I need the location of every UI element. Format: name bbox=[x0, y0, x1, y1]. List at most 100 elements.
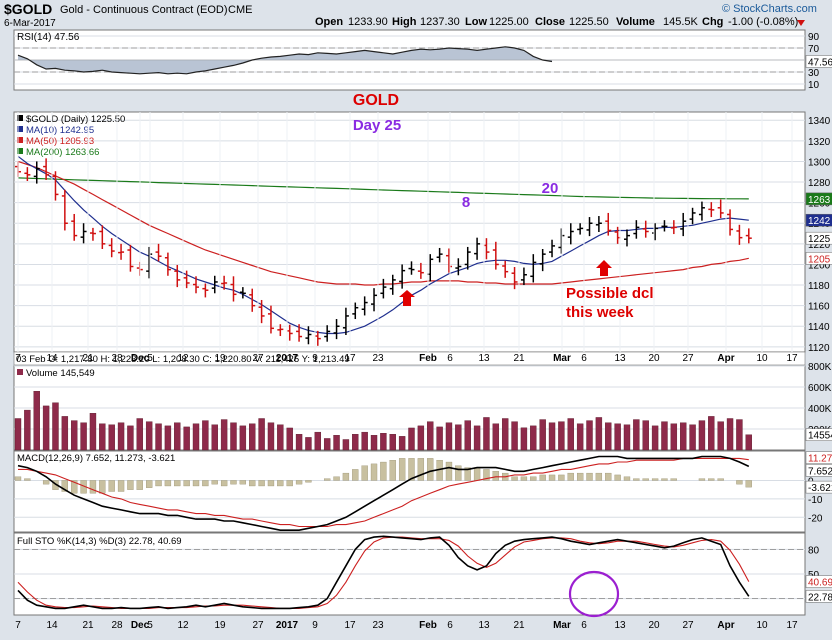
volume-bar bbox=[539, 419, 546, 451]
x-tick-label: Dec bbox=[131, 353, 150, 364]
volume-bar bbox=[726, 418, 734, 451]
legend-swatch bbox=[17, 369, 23, 375]
macd-histogram-bar bbox=[539, 474, 546, 481]
price-tick-label: 1300 bbox=[808, 157, 831, 168]
volume-bar bbox=[323, 438, 331, 451]
sto-k-last-tag bbox=[805, 590, 832, 603]
price-panel: 1340132013001280126012401220120011801160… bbox=[13, 111, 832, 366]
volume-bar bbox=[567, 418, 574, 451]
volume-bar bbox=[239, 425, 247, 451]
instrument-name: Gold - Continuous Contract (EOD) bbox=[60, 4, 228, 16]
ohlc-readout: Open 1233.90 High 1237.30 Low 1225.00 Cl… bbox=[315, 16, 805, 28]
macd-last-0-tag-label: 11.273 bbox=[808, 454, 832, 465]
x-tick-label: 13 bbox=[478, 353, 490, 364]
macd-histogram-bar bbox=[492, 471, 499, 481]
price-bar bbox=[530, 254, 537, 283]
volume-bar bbox=[548, 422, 556, 451]
macd-histogram-bar bbox=[183, 480, 190, 487]
x-tick-label-bottom: 28 bbox=[111, 620, 123, 631]
x-tick-label: Apr bbox=[717, 353, 734, 364]
price-last-3-tag bbox=[805, 252, 832, 265]
volume-bar bbox=[530, 425, 537, 451]
x-tick-label-bottom: 23 bbox=[372, 620, 384, 631]
volume-bar bbox=[623, 424, 631, 451]
legend-swatch bbox=[17, 115, 23, 121]
price-bar bbox=[595, 216, 602, 232]
x-tick-label: 17 bbox=[344, 353, 356, 364]
price-bar bbox=[436, 247, 443, 263]
x-tick-label: Feb bbox=[419, 353, 437, 364]
x-tick-label-bottom: 9 bbox=[312, 620, 318, 631]
volume-tick-label: 400K bbox=[808, 404, 832, 415]
macd-histogram-bar bbox=[42, 480, 50, 485]
volume-bar bbox=[501, 418, 509, 451]
price-legend-item: MA(10) 1242.95 bbox=[26, 125, 94, 136]
macd-histogram-bar bbox=[698, 478, 706, 481]
x-tick-label-bottom: 13 bbox=[614, 620, 626, 631]
x-tick-label-bottom: 12 bbox=[177, 620, 189, 631]
volume-bar bbox=[680, 422, 687, 451]
macd-histogram-bar bbox=[342, 472, 350, 481]
highlight-circle bbox=[568, 570, 620, 618]
volume-bar bbox=[117, 422, 125, 451]
brand-label[interactable]: © StockCharts.com bbox=[722, 3, 817, 15]
macd-histogram-bar bbox=[389, 460, 396, 481]
macd-histogram-bar bbox=[380, 461, 387, 481]
price-bar bbox=[127, 244, 134, 272]
annotation-possible-dcl: Possible dcl bbox=[566, 285, 654, 302]
volume-bar bbox=[464, 420, 471, 451]
price-tick-label: 1220 bbox=[808, 240, 831, 251]
volume-bar bbox=[183, 426, 190, 451]
volume-last-tag-label: 145549 bbox=[808, 431, 832, 442]
sto-k-line bbox=[17, 535, 750, 610]
high-label: High bbox=[392, 16, 417, 28]
rsi-tick-label: 70 bbox=[808, 44, 820, 55]
volume-panel: 800K600K400K200KVolume 145,549145549 bbox=[13, 362, 832, 451]
macd-histogram-bar bbox=[24, 478, 31, 481]
volume-bar bbox=[614, 423, 621, 451]
price-bar bbox=[211, 275, 218, 294]
price-bar bbox=[230, 276, 237, 302]
x-tick-label-bottom: Dec bbox=[131, 620, 150, 631]
price-last-1-tag bbox=[805, 213, 832, 227]
volume-bar bbox=[352, 434, 359, 451]
macd-histogram-bar bbox=[239, 480, 247, 485]
macd-histogram-bar bbox=[361, 465, 368, 481]
volume-bar bbox=[445, 422, 453, 451]
x-tick-label-bottom: 21 bbox=[82, 620, 94, 631]
volume-bar bbox=[595, 417, 603, 451]
macd-histogram-bar bbox=[614, 474, 621, 481]
price-bar bbox=[520, 267, 527, 286]
x-tick-label: 10 bbox=[756, 353, 768, 364]
volume-bar bbox=[605, 422, 612, 451]
price-bar bbox=[371, 288, 378, 312]
rsi-last-tag-label: 47.56 bbox=[808, 57, 832, 68]
volume-bar bbox=[492, 423, 500, 451]
x-tick-label-bottom: 7 bbox=[15, 620, 21, 631]
volume-bar bbox=[202, 420, 209, 451]
volume-bar bbox=[370, 435, 378, 451]
volume-bar bbox=[145, 421, 153, 451]
sto-legend: Full STO %K(14,3) %D(3) 22.78, 40.69 bbox=[17, 536, 182, 547]
macd-histogram-bar bbox=[370, 463, 378, 481]
macd-histogram-bar bbox=[623, 476, 631, 481]
macd-histogram-bar bbox=[670, 478, 677, 481]
volume-bar bbox=[389, 434, 396, 451]
x-tick-label: 17 bbox=[786, 353, 798, 364]
price-legend-item: MA(50) 1205.93 bbox=[26, 136, 94, 147]
volume-bar bbox=[689, 424, 696, 451]
x-tick-label: 9 bbox=[312, 353, 318, 364]
volume-bar bbox=[80, 422, 87, 451]
rsi-last-tag bbox=[805, 55, 832, 68]
symbol-title: $GOLD bbox=[4, 1, 52, 17]
volume-bar bbox=[286, 427, 293, 451]
volume-bar bbox=[42, 405, 50, 451]
macd-histogram-bar bbox=[398, 458, 406, 481]
volume-bar bbox=[708, 416, 715, 451]
price-bar bbox=[33, 161, 40, 184]
macd-histogram-bar bbox=[305, 480, 312, 483]
macd-tick-label: -10 bbox=[808, 495, 823, 506]
x-tick-label: 19 bbox=[214, 353, 226, 364]
x-tick-label: 6 bbox=[581, 353, 587, 364]
volume-bar bbox=[258, 418, 265, 451]
